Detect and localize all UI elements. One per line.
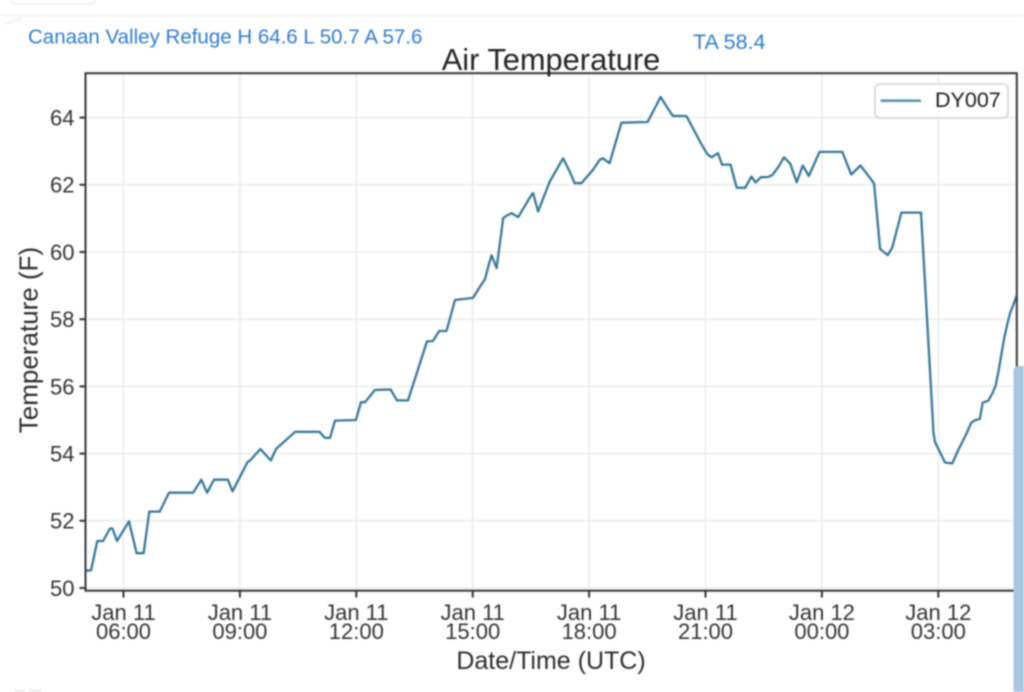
svg-text:52: 52 [50,509,74,534]
svg-text:03:00: 03:00 [911,619,966,644]
svg-text:Date/Time (UTC): Date/Time (UTC) [456,647,645,675]
svg-text:Jan 11: Jan 11 [324,600,388,625]
svg-text:58: 58 [50,307,74,332]
svg-text:62: 62 [50,173,74,198]
svg-text:60: 60 [50,240,74,265]
svg-text:56: 56 [50,374,74,399]
svg-text:12:00: 12:00 [329,619,384,644]
svg-text:Jan 11: Jan 11 [91,600,155,625]
svg-text:Jan 11: Jan 11 [673,600,737,625]
svg-text:50: 50 [50,576,74,601]
svg-text:00:00: 00:00 [794,619,849,644]
svg-text:Jan 11: Jan 11 [440,600,504,625]
svg-text:09:00: 09:00 [212,619,267,644]
svg-text:Canaan Valley Refuge H 64.6 L: Canaan Valley Refuge H 64.6 L 50.7 A 57.… [28,26,422,49]
svg-text:Jan 11: Jan 11 [208,600,272,625]
svg-text:DY007: DY007 [935,88,1001,112]
svg-text:Jan 12: Jan 12 [789,600,855,625]
svg-text:18:00: 18:00 [562,619,617,644]
svg-text:TA 58.4: TA 58.4 [693,30,766,54]
svg-text:Jan 12: Jan 12 [905,600,971,625]
svg-text:Air Temperature: Air Temperature [442,42,661,77]
svg-text:15:00: 15:00 [445,619,500,644]
svg-text:06:00: 06:00 [96,619,151,644]
svg-text:64: 64 [50,106,74,131]
svg-text:54: 54 [50,442,74,467]
svg-text:Temperature (F): Temperature (F) [14,247,44,433]
svg-text:Jan 11: Jan 11 [557,600,621,625]
svg-text:21:00: 21:00 [678,619,733,644]
